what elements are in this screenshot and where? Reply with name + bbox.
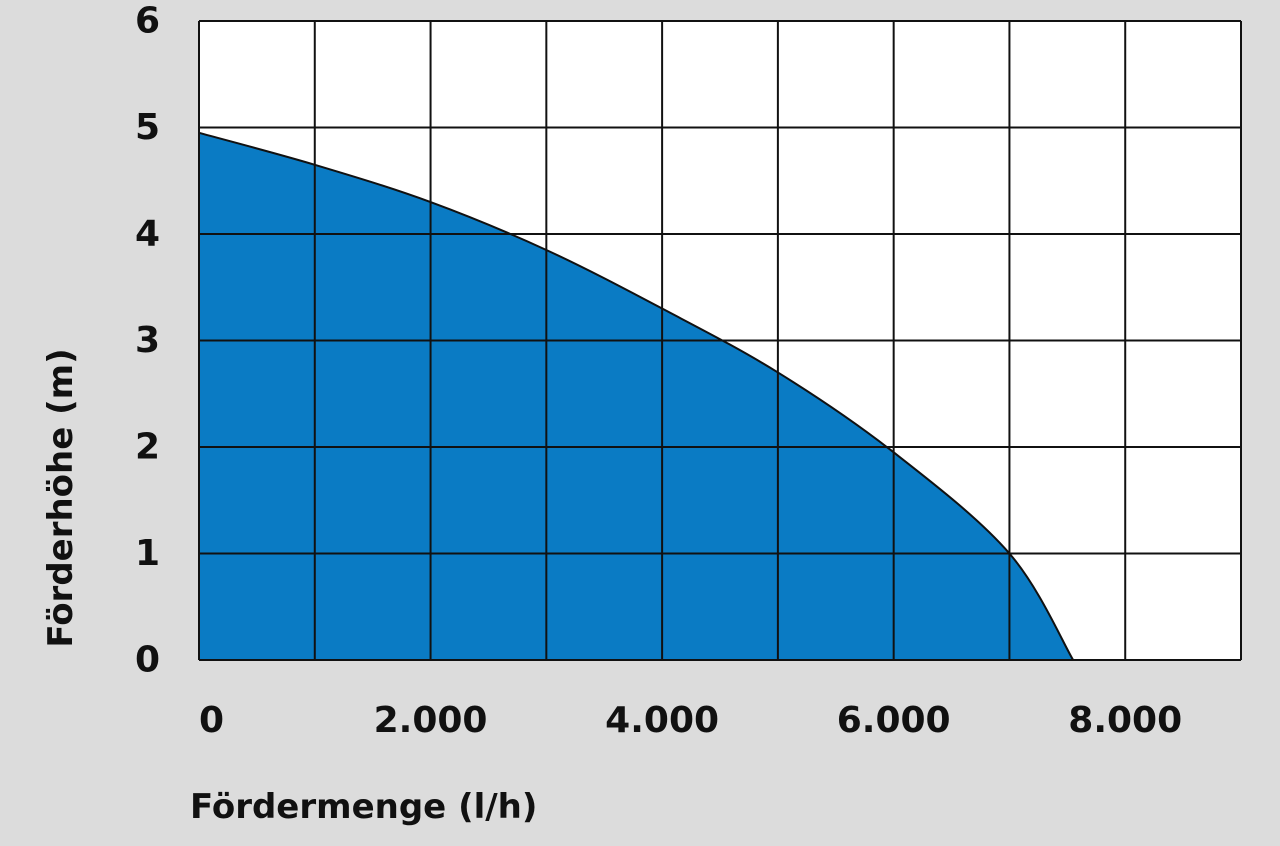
y-tick-label: 5: [135, 107, 160, 148]
y-tick-label: 3: [135, 320, 160, 361]
y-tick-label: 0: [135, 640, 160, 681]
y-axis-ticks: 0 1 2 3 4 5 6: [135, 1, 160, 681]
x-tick-label: 2.000: [374, 700, 488, 741]
flow-head-area: [199, 132, 1074, 660]
y-axis-title: Förderhöhe (m): [41, 348, 81, 647]
grid-lines: [198, 20, 1242, 661]
y-tick-label: 6: [135, 1, 160, 42]
x-tick-label: 6.000: [837, 700, 951, 741]
x-tick-label: 8.000: [1068, 700, 1182, 741]
x-axis-title: Fördermenge (l/h): [190, 787, 537, 827]
x-axis-ticks: 0 2.000 4.000 6.000 8.000: [199, 700, 1182, 741]
x-tick-label: 4.000: [605, 700, 719, 741]
y-tick-label: 2: [135, 427, 160, 468]
y-tick-label: 1: [135, 533, 160, 574]
y-tick-label: 4: [135, 214, 160, 255]
x-tick-label: 0: [199, 700, 224, 741]
